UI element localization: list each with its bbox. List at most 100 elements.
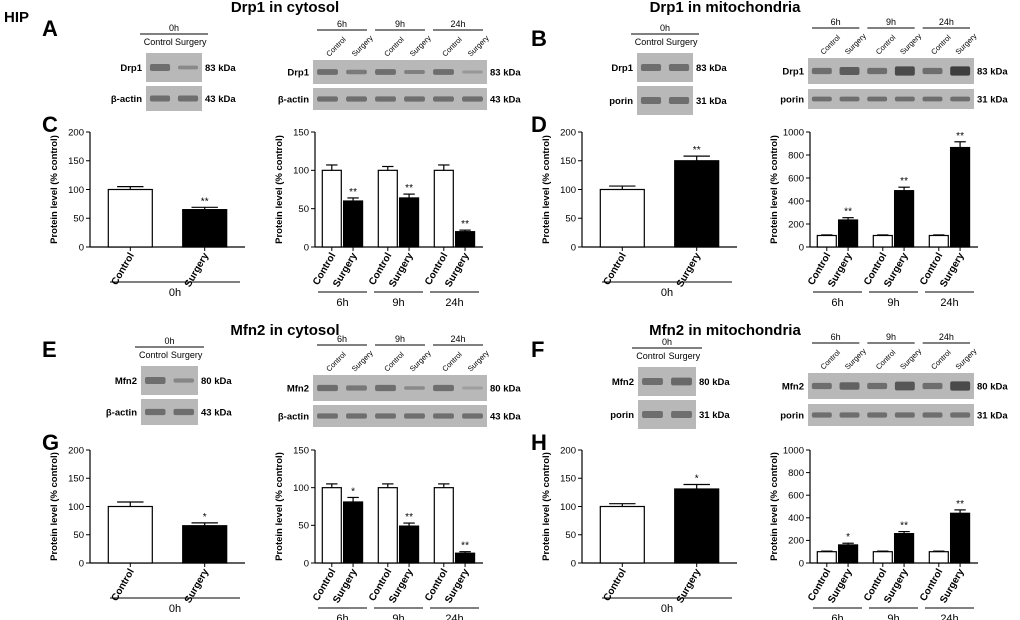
blot-time-header: 0h <box>164 336 174 346</box>
blot-band <box>144 377 166 384</box>
bar <box>342 501 364 564</box>
blot-lane-label: Surgery <box>350 33 375 58</box>
significance-marker: * <box>351 486 355 497</box>
y-axis-label: Protein level (% control) <box>769 135 780 244</box>
y-tick-label: 50 <box>298 204 309 215</box>
blot-lane-label: Control <box>382 350 406 374</box>
y-axis-label: Protein level (% control) <box>274 135 285 244</box>
blot-band <box>811 382 832 390</box>
blot-band <box>922 382 943 390</box>
blot-time-header: 9h <box>395 19 405 29</box>
y-tick-label: 800 <box>788 150 804 161</box>
blot-kda-label: 83 kDa <box>696 63 727 74</box>
bar <box>674 160 720 248</box>
blot-band <box>867 382 888 390</box>
blot-protein-label: β-actin <box>278 412 309 423</box>
blot-band <box>950 412 971 418</box>
blot-band <box>950 381 971 391</box>
blot-band <box>922 412 943 418</box>
bar <box>599 505 645 564</box>
x-category-label: Surgery <box>675 251 704 290</box>
blot-lane-label: Surgery <box>408 348 433 373</box>
y-tick-label: 400 <box>788 196 804 207</box>
group-label: 9h <box>392 613 404 620</box>
blot-kda-label: 31 kDa <box>699 410 730 421</box>
bar <box>928 551 949 564</box>
group-label: 0h <box>169 603 181 615</box>
bar <box>454 552 476 564</box>
group-label: 24h <box>445 297 463 309</box>
blot-kda-label: 80 kDa <box>490 384 521 395</box>
group-label: 9h <box>887 297 899 309</box>
blot-time-header: 6h <box>337 19 347 29</box>
bar <box>674 488 720 564</box>
blot-band <box>922 96 943 102</box>
blot-kda-label: 31 kDa <box>977 411 1008 422</box>
blot-band <box>433 384 454 392</box>
group-label: 6h <box>831 297 843 309</box>
blot-A-small: 0h Control Surgery Drp1 83 kDa β-actin 43 kDa <box>111 23 236 111</box>
blot-band <box>668 97 690 104</box>
blot-lane-label: Surgery <box>466 348 491 373</box>
y-tick-label: 50 <box>73 214 84 225</box>
blot-kda-label: 43 kDa <box>205 94 236 105</box>
group-label: 6h <box>336 297 348 309</box>
blot-kda-label: 43 kDa <box>490 95 521 106</box>
group-label: 0h <box>661 287 673 299</box>
blot-band <box>894 381 915 391</box>
bar <box>949 146 971 248</box>
panel-letter-H: H <box>531 430 547 455</box>
y-tick-label: 150 <box>68 474 84 485</box>
y-tick-label: 0 <box>571 558 576 569</box>
blot-time-header: 6h <box>337 334 347 344</box>
significance-marker: ** <box>844 207 852 218</box>
y-tick-label: 150 <box>68 156 84 167</box>
blot-band <box>375 96 396 102</box>
blot-band <box>346 385 367 391</box>
y-axis-label: Protein level (% control) <box>541 452 552 561</box>
blot-kda-label: 31 kDa <box>696 96 727 107</box>
group-label: 24h <box>940 297 958 309</box>
panel-letter-G: G <box>42 430 59 455</box>
blot-band <box>640 64 662 71</box>
blot-lane-label: Surgery <box>954 31 979 56</box>
blot-band <box>173 408 195 416</box>
blot-E-small: 0h Control Surgery Mfn2 80 kDa β-actin 43 kDa <box>106 336 232 425</box>
y-tick-label: 600 <box>788 491 804 502</box>
y-tick-label: 0 <box>79 558 84 569</box>
blot-membrane <box>808 373 974 399</box>
blot-band <box>839 66 860 76</box>
bar <box>182 209 228 248</box>
y-tick-label: 800 <box>788 468 804 479</box>
y-tick-label: 200 <box>560 445 576 456</box>
y-tick-label: 150 <box>293 445 309 456</box>
blot-band <box>642 411 663 418</box>
significance-marker: ** <box>349 187 357 198</box>
significance-marker: * <box>695 473 699 484</box>
bar <box>398 197 420 248</box>
y-tick-label: 150 <box>560 156 576 167</box>
blot-band <box>950 66 971 76</box>
y-tick-label: 0 <box>304 558 309 569</box>
y-tick-label: 0 <box>79 242 84 253</box>
blot-protein-label: Drp1 <box>611 63 633 74</box>
bar <box>816 234 837 248</box>
bar <box>321 487 342 564</box>
y-tick-label: 50 <box>565 214 576 225</box>
blot-lane-label: Control <box>324 350 348 374</box>
blot-kda-label: 80 kDa <box>977 382 1008 393</box>
significance-marker: ** <box>461 219 469 230</box>
blot-lane-control: Control <box>635 37 664 47</box>
blot-membrane <box>313 60 487 84</box>
x-category-label: Surgery <box>183 251 212 290</box>
significance-marker: * <box>203 512 207 523</box>
significance-marker: ** <box>956 131 964 142</box>
blot-lane-label: Control <box>929 33 953 57</box>
significance-marker: ** <box>956 499 964 510</box>
